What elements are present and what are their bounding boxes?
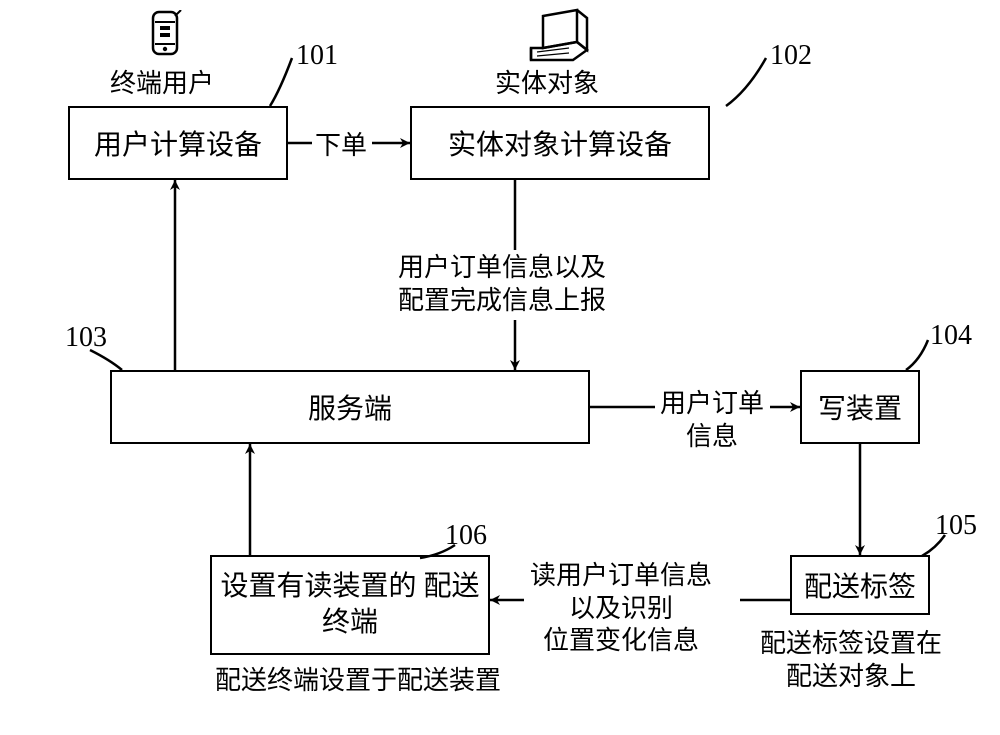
edge-label-report: 用户订单信息以及 配置完成信息上报 bbox=[398, 252, 606, 317]
node-write-device: 写装置 bbox=[800, 370, 920, 444]
ref-104: 104 bbox=[930, 318, 972, 353]
phone-icon bbox=[145, 10, 185, 70]
node-text: 配送标签 bbox=[804, 565, 916, 605]
ref-102: 102 bbox=[770, 38, 812, 73]
ref-101: 101 bbox=[296, 38, 338, 73]
node-delivery-tag: 配送标签 bbox=[790, 555, 930, 615]
edge-label-orderinfo: 用户订单 信息 bbox=[660, 388, 764, 453]
node-text: 用户计算设备 bbox=[94, 123, 262, 163]
node-text: 设置有读装置的 配送终端 bbox=[212, 569, 488, 642]
edge-label-tag-note: 配送标签设置在 配送对象上 bbox=[760, 628, 942, 693]
ref-106: 106 bbox=[445, 518, 487, 553]
edge-label-read: 读用户订单信息 以及识别 位置变化信息 bbox=[530, 560, 712, 658]
node-text: 写装置 bbox=[818, 387, 902, 427]
node-server: 服务端 bbox=[110, 370, 590, 444]
node-delivery-terminal: 设置有读装置的 配送终端 bbox=[210, 555, 490, 655]
node-user-device: 用户计算设备 bbox=[68, 106, 288, 180]
edge-label-terminal-note: 配送终端设置于配送装置 bbox=[215, 665, 501, 698]
terminal-user-label: 终端用户 bbox=[110, 68, 214, 101]
entity-object-label: 实体对象 bbox=[495, 68, 599, 101]
ref-105: 105 bbox=[935, 508, 977, 543]
node-entity-device: 实体对象计算设备 bbox=[410, 106, 710, 180]
ref-103: 103 bbox=[65, 320, 107, 355]
edge-label-order: 下单 bbox=[315, 130, 367, 163]
monitor-icon bbox=[525, 8, 595, 71]
node-text: 实体对象计算设备 bbox=[448, 123, 672, 163]
diagram-canvas: 终端用户 实体对象 用户计算设备 实体对象计算设备 服务端 写装置 配送标签 设… bbox=[0, 0, 1000, 735]
node-text: 服务端 bbox=[308, 387, 392, 427]
